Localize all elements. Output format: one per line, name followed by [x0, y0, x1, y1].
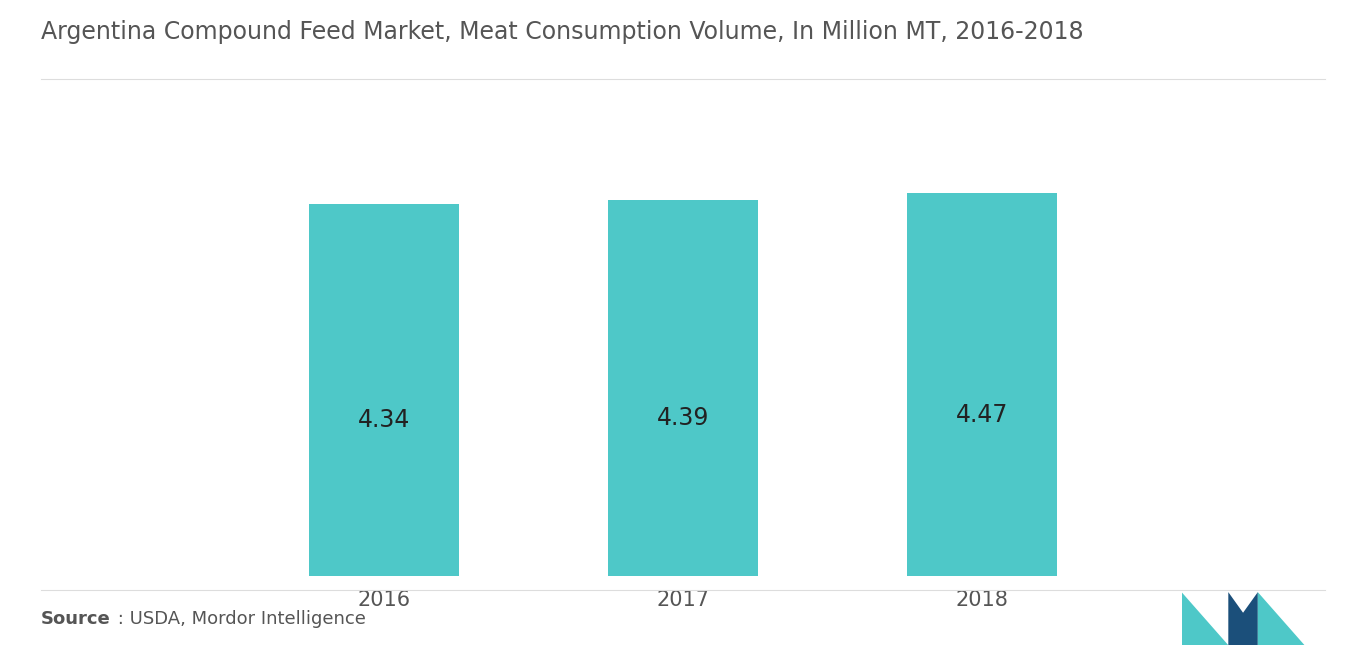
- Text: 4.47: 4.47: [956, 403, 1008, 428]
- Text: 4.39: 4.39: [657, 406, 709, 430]
- Text: 4.34: 4.34: [358, 408, 410, 432]
- Bar: [608, 200, 758, 576]
- Bar: [907, 193, 1056, 576]
- Polygon shape: [1182, 592, 1228, 645]
- Text: : USDA, Mordor Intelligence: : USDA, Mordor Intelligence: [112, 610, 366, 628]
- Polygon shape: [1228, 592, 1258, 645]
- Bar: [310, 204, 459, 576]
- Polygon shape: [1258, 592, 1305, 645]
- Text: Argentina Compound Feed Market, Meat Consumption Volume, In Million MT, 2016-201: Argentina Compound Feed Market, Meat Con…: [41, 20, 1083, 44]
- Text: Source: Source: [41, 610, 111, 628]
